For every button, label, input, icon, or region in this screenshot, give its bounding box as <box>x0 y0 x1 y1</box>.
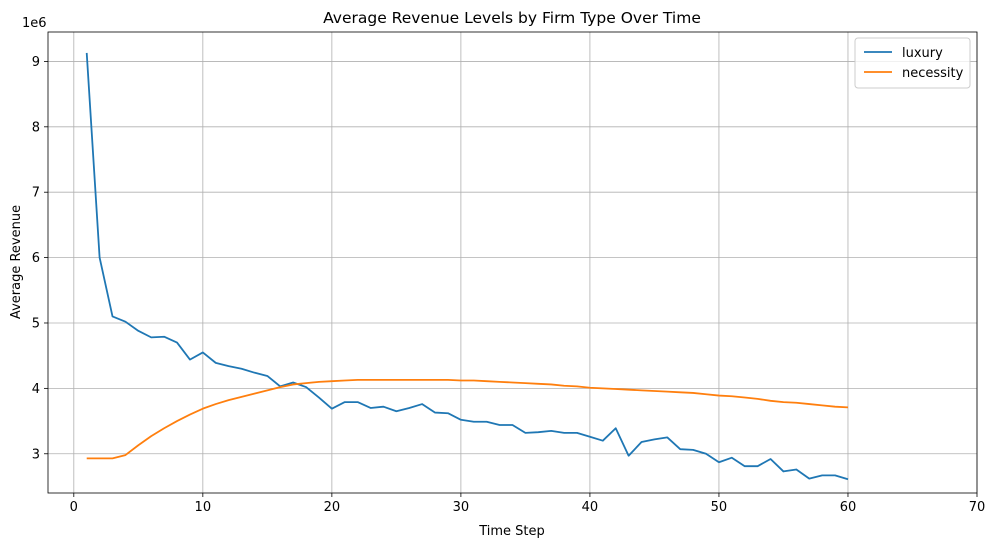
y-axis-label: Average Revenue <box>9 205 24 319</box>
plot-frame <box>47 31 978 494</box>
x-axis-label: Time Step <box>478 524 545 539</box>
legend: luxury necessity <box>854 37 971 89</box>
y-tick-label: 8 <box>32 120 40 135</box>
y-tick-label: 9 <box>32 55 40 70</box>
x-tick-label: 0 <box>70 500 78 515</box>
x-tick-label: 20 <box>324 500 341 515</box>
series-line-luxury <box>85 52 849 481</box>
series-line-necessity <box>86 378 849 460</box>
series-layer <box>85 52 849 481</box>
y-tick-label: 4 <box>32 382 40 397</box>
legend-label-luxury: luxury <box>902 46 943 61</box>
y-tick-label: 7 <box>32 186 40 201</box>
y-tick-label: 3 <box>32 447 40 462</box>
x-tick-label: 40 <box>582 500 599 515</box>
legend-label-necessity: necessity <box>902 66 964 81</box>
x-tick-label: 50 <box>711 500 728 515</box>
x-tick-label: 30 <box>453 500 470 515</box>
x-tick-label: 60 <box>840 500 857 515</box>
y-tick-label: 6 <box>32 251 40 266</box>
y-tick-label: 5 <box>32 316 40 331</box>
legend-box <box>854 37 971 89</box>
chart-title: Average Revenue Levels by Firm Type Over… <box>323 9 701 27</box>
y-offset-label: 1e6 <box>22 16 47 31</box>
x-tick-label: 70 <box>969 500 986 515</box>
x-tick-label: 10 <box>195 500 212 515</box>
tick-layer: 0 10 20 30 40 50 60 70 3 4 5 6 7 8 9 <box>32 55 986 515</box>
grid-layer <box>48 32 978 493</box>
